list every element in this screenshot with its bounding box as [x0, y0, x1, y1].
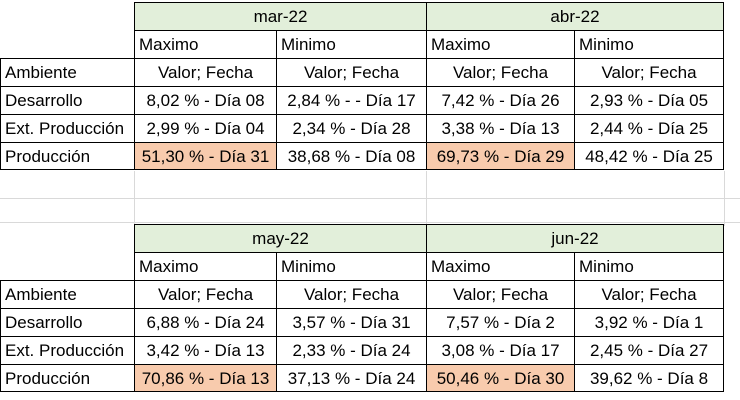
row-label[interactable]: Desarrollo: [0, 308, 134, 336]
table-row: Desarrollo 6,88 % - Día 24 3,57 % - Día …: [0, 308, 740, 336]
month-header-row: mar-22 abr-22: [0, 2, 740, 30]
data-cell[interactable]: Valor; Fecha: [574, 280, 724, 308]
data-cell[interactable]: 3,08 % - Día 17: [426, 336, 574, 364]
data-cell[interactable]: 7,42 % - Día 26: [426, 86, 574, 114]
data-cell[interactable]: 7,57 % - Día 2: [426, 308, 574, 336]
row-label[interactable]: Ext. Producción: [0, 114, 134, 142]
data-cell[interactable]: Valor; Fecha: [426, 58, 574, 86]
subheader-row: Maximo Minimo Maximo Minimo: [0, 30, 740, 58]
row-label[interactable]: Producción: [0, 364, 134, 392]
data-cell[interactable]: Valor; Fecha: [134, 58, 276, 86]
data-cell[interactable]: 38,68 % - Día 08: [276, 142, 426, 170]
subheader-row: Maximo Minimo Maximo Minimo: [0, 252, 740, 280]
gridline: [134, 171, 135, 226]
month-header-row: may-22 jun-22: [0, 224, 740, 252]
data-cell[interactable]: 3,42 % - Día 13: [134, 336, 276, 364]
data-cell[interactable]: 2,44 % - Día 25: [574, 114, 724, 142]
subheader-cell[interactable]: Minimo: [276, 30, 426, 58]
row-label[interactable]: Ext. Producción: [0, 336, 134, 364]
data-cell[interactable]: Valor; Fecha: [276, 280, 426, 308]
data-cell[interactable]: 37,13 % - Día 24: [276, 364, 426, 392]
gridline: [0, 198, 740, 199]
data-cell[interactable]: 3,38 % - Día 13: [426, 114, 574, 142]
month-header[interactable]: mar-22: [134, 2, 426, 30]
data-cell[interactable]: 3,57 % - Día 31: [276, 308, 426, 336]
data-cell[interactable]: 2,45 % - Día 27: [574, 336, 724, 364]
subheader-cell[interactable]: Minimo: [276, 252, 426, 280]
row-label[interactable]: Ambiente: [0, 280, 134, 308]
table-row: Ext. Producción 2,99 % - Día 04 2,34 % -…: [0, 114, 740, 142]
data-cell[interactable]: 8,02 % - Día 08: [134, 86, 276, 114]
table-row: Ext. Producción 3,42 % - Día 13 2,33 % -…: [0, 336, 740, 364]
data-cell[interactable]: 2,33 % - Día 24: [276, 336, 426, 364]
data-cell-highlighted[interactable]: 70,86 % - Día 13: [134, 364, 276, 392]
data-cell[interactable]: Valor; Fecha: [426, 280, 574, 308]
data-cell[interactable]: 2,99 % - Día 04: [134, 114, 276, 142]
data-cell[interactable]: Valor; Fecha: [574, 58, 724, 86]
subheader-cell[interactable]: Maximo: [426, 30, 574, 58]
subheader-cell[interactable]: Maximo: [134, 252, 276, 280]
subheader-cell[interactable]: Minimo: [574, 252, 724, 280]
data-cell[interactable]: 3,92 % - Día 1: [574, 308, 724, 336]
table-row: Desarrollo 8,02 % - Día 08 2,84 % - - Dí…: [0, 86, 740, 114]
month-header[interactable]: jun-22: [426, 224, 724, 252]
gridline: [724, 171, 725, 226]
data-cell[interactable]: Valor; Fecha: [276, 58, 426, 86]
row-label[interactable]: Ambiente: [0, 58, 134, 86]
data-cell[interactable]: 39,62 % - Día 8: [574, 364, 724, 392]
row-label[interactable]: Desarrollo: [0, 86, 134, 114]
data-cell-highlighted[interactable]: 51,30 % - Día 31: [134, 142, 276, 170]
table-row: Producción 70,86 % - Día 13 37,13 % - Dí…: [0, 364, 740, 392]
data-cell[interactable]: 48,42 % - Día 25: [574, 142, 724, 170]
gridline: [0, 222, 740, 223]
subheader-cell[interactable]: Maximo: [134, 30, 276, 58]
data-cell[interactable]: 2,84 % - - Día 17: [276, 86, 426, 114]
data-cell[interactable]: 2,93 % - Día 05: [574, 86, 724, 114]
month-header[interactable]: abr-22: [426, 2, 724, 30]
table-row: Ambiente Valor; Fecha Valor; Fecha Valor…: [0, 280, 740, 308]
table-row: Producción 51,30 % - Día 31 38,68 % - Dí…: [0, 142, 740, 170]
row-label[interactable]: Producción: [0, 142, 134, 170]
month-header[interactable]: may-22: [134, 224, 426, 252]
subheader-cell[interactable]: Maximo: [426, 252, 574, 280]
gridline: [426, 171, 427, 226]
data-cell[interactable]: 2,34 % - Día 28: [276, 114, 426, 142]
data-cell-highlighted[interactable]: 69,73 % - Día 29: [426, 142, 574, 170]
data-cell-highlighted[interactable]: 50,46 % - Día 30: [426, 364, 574, 392]
table-row: Ambiente Valor; Fecha Valor; Fecha Valor…: [0, 58, 740, 86]
subheader-cell[interactable]: Minimo: [574, 30, 724, 58]
data-cell[interactable]: Valor; Fecha: [134, 280, 276, 308]
data-cell[interactable]: 6,88 % - Día 24: [134, 308, 276, 336]
